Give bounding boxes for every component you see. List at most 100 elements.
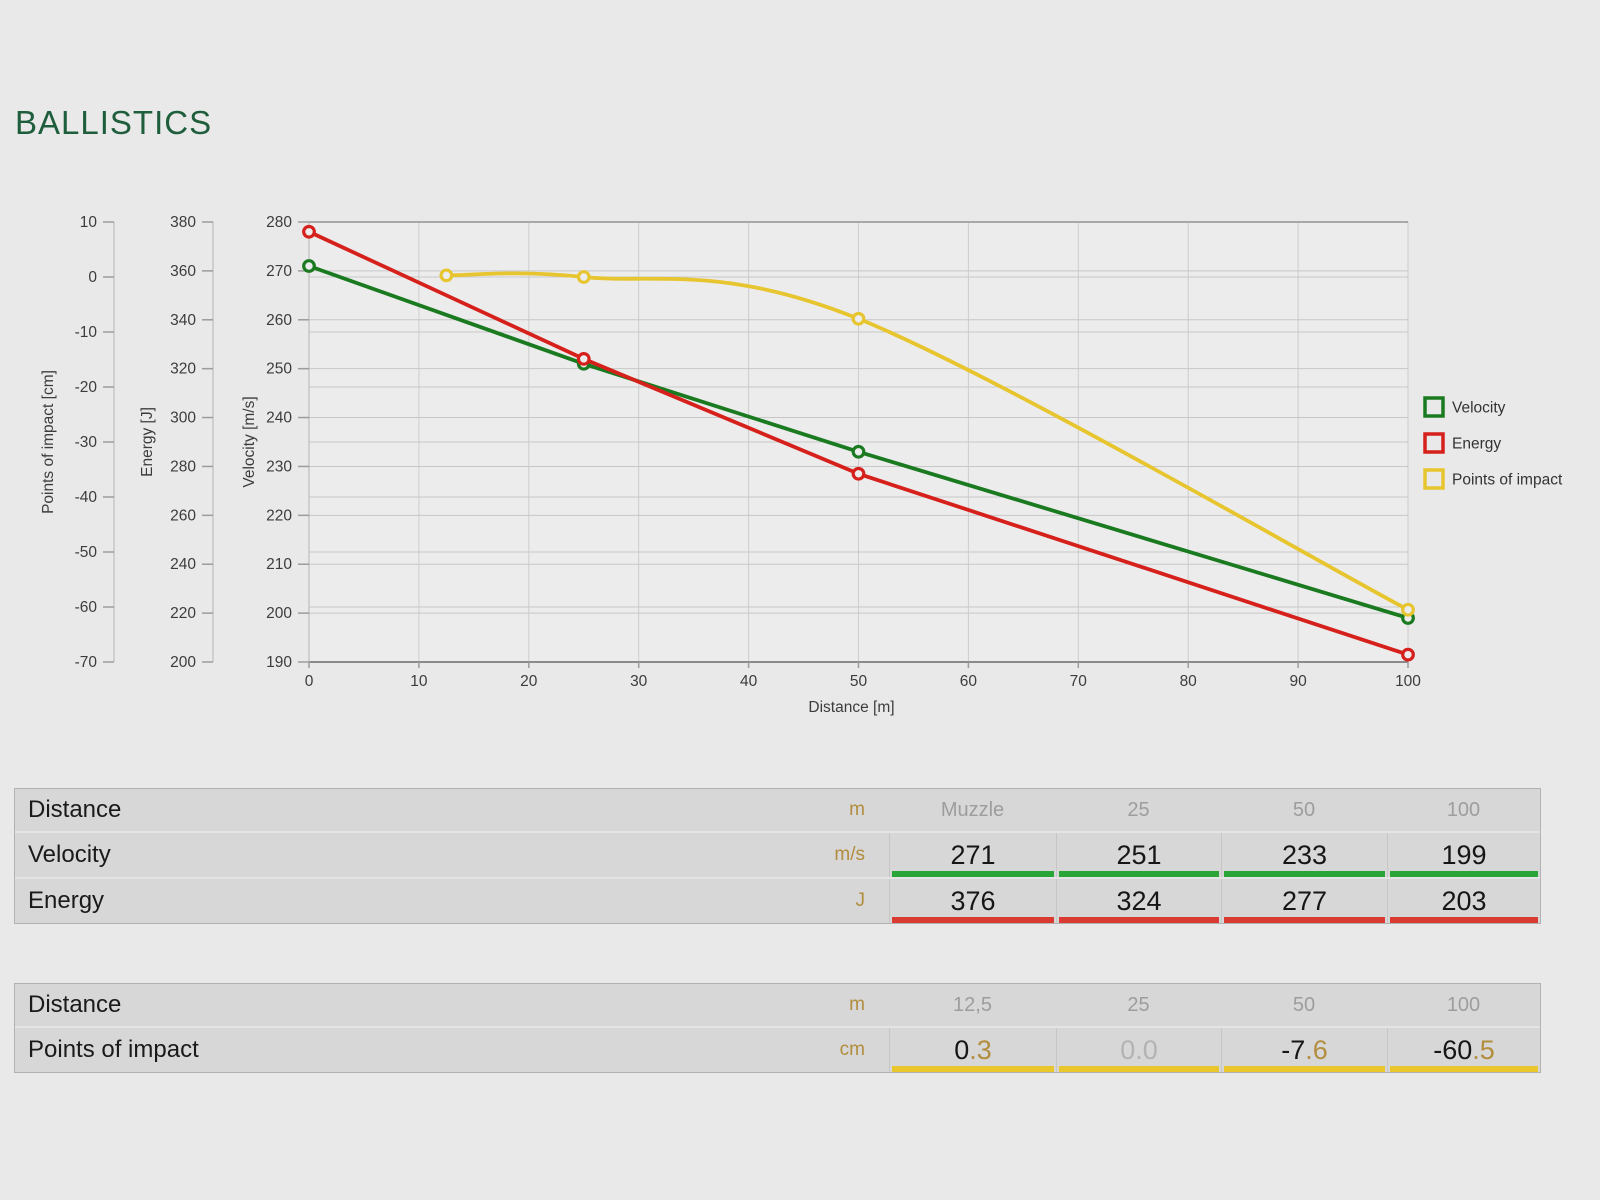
column-header: 100	[1446, 993, 1481, 1016]
tick-label: 10	[410, 673, 428, 690]
value-int: -7	[1281, 1034, 1306, 1065]
value-decimal: .5	[1472, 1034, 1495, 1065]
tick-label: -40	[75, 489, 98, 506]
value-text: 203	[1441, 885, 1487, 916]
chart-legend: Velocity Energy Points of impact	[1423, 396, 1563, 490]
column-header: Muzzle	[940, 798, 1005, 821]
tick-label: 380	[170, 214, 196, 231]
tick-label: 230	[266, 458, 292, 475]
tick-label: 240	[170, 556, 196, 573]
tick-label: -70	[75, 654, 98, 671]
value-cell: 251	[1056, 833, 1221, 877]
energy-point	[302, 224, 316, 239]
table-row: Velocity m/s 271 251 233 199	[15, 831, 1540, 877]
value-decimal: .3	[969, 1034, 992, 1065]
column-header: 100	[1446, 798, 1481, 821]
legend-item-energy: Energy	[1423, 432, 1501, 454]
value-underline-bar	[892, 1066, 1054, 1072]
value-cell: 324	[1056, 879, 1221, 923]
table-header-row: Distance m 12,5 25 50 100	[15, 984, 1540, 1026]
row-unit: m	[849, 799, 865, 820]
page-title: BALLISTICS	[15, 104, 213, 141]
value-underline-bar	[1059, 917, 1219, 923]
value-cell: -7.6	[1221, 1028, 1387, 1072]
value-underline-bar	[1390, 917, 1538, 923]
value-text: 199	[1441, 839, 1487, 870]
axis-title: Energy [J]	[139, 407, 156, 477]
tick-label: -50	[75, 544, 98, 561]
row-unit: m	[849, 994, 865, 1015]
tick-label: 210	[266, 556, 292, 573]
column-header: 25	[1127, 993, 1150, 1016]
tick-label: 280	[266, 214, 292, 231]
legend-swatch	[1423, 432, 1445, 454]
table-row: Energy J 376 324 277 203	[15, 877, 1540, 923]
velocity-energy-table: Distance m Muzzle 25 50 100 Velocity m/s 271 251 2…	[14, 788, 1541, 924]
value-cell: 376	[889, 879, 1056, 923]
tick-label: 270	[266, 263, 292, 280]
tick-label: 190	[266, 654, 292, 671]
value-cell: 203	[1387, 879, 1540, 923]
row-label: Distance	[28, 991, 122, 1018]
horizontal-gridlines	[309, 221, 1408, 663]
value-text: 251	[1116, 839, 1162, 870]
row-label: Velocity	[28, 841, 111, 868]
tick-label: 320	[170, 361, 196, 378]
value-underline-bar	[892, 917, 1054, 923]
legend-label: Points of impact	[1452, 472, 1563, 489]
value-cell: 199	[1387, 833, 1540, 877]
value-underline-bar	[892, 871, 1054, 877]
value-underline-bar	[1390, 871, 1538, 877]
tick-label: 40	[740, 673, 758, 690]
tick-label: 280	[170, 458, 196, 475]
tick-label: 240	[266, 410, 292, 427]
value-text: 271	[950, 839, 996, 870]
value-cell: 271	[889, 833, 1056, 877]
poi-axis: 10 0 -10 -20 -30 -40 -50 -60 -70 Points of impact…	[40, 214, 115, 671]
row-label: Energy	[28, 887, 105, 914]
points-of-impact-table: Distance m 12,5 25 50 100 Points of impact cm 0.…	[14, 983, 1541, 1073]
tick-label: 100	[1395, 673, 1421, 690]
tick-label: 340	[170, 312, 196, 329]
value-text: 376	[950, 885, 996, 916]
energy-point	[851, 466, 866, 481]
velocity-series	[302, 259, 1415, 625]
tick-label: 80	[1180, 673, 1198, 690]
tick-label: -10	[75, 324, 98, 341]
legend-label: Energy	[1452, 436, 1501, 453]
column-header: 12,5	[953, 993, 992, 1016]
energy-point	[1401, 647, 1415, 662]
tick-label: -20	[75, 379, 98, 396]
value-cell: -60.5	[1387, 1028, 1540, 1072]
tick-label: 0	[305, 673, 314, 690]
legend-swatch	[1423, 468, 1445, 490]
energy-series	[302, 224, 1415, 662]
points-of-impact-point	[1401, 602, 1415, 617]
row-unit: cm	[839, 1039, 865, 1060]
tick-label: 360	[170, 263, 196, 280]
velocity-point	[851, 444, 866, 459]
velocity-point	[302, 259, 316, 273]
x-axis-title: Distance [m]	[808, 699, 894, 716]
points-of-impact-point	[439, 268, 454, 283]
value-int: 0	[954, 1034, 970, 1065]
value-text: 233	[1281, 839, 1328, 870]
row-label: Points of impact	[28, 1036, 199, 1063]
row-unit: m/s	[834, 844, 865, 865]
tick-label: -60	[75, 599, 98, 616]
x-axis: 0 10 20 30 40 50 60 70 80 90 100 Distance [m]	[305, 662, 1421, 716]
value-underline-bar	[1224, 871, 1385, 877]
tick-label: 30	[630, 673, 648, 690]
energy-line	[307, 229, 1410, 657]
legend-item-velocity: Velocity	[1423, 396, 1506, 418]
ballistics-chart-area: 10 0 -10 -20 -30 -40 -50 -60 -70 Points of impact…	[40, 214, 1563, 716]
tick-label: 0	[88, 269, 97, 286]
value-text: 0.0	[1120, 1034, 1158, 1065]
value-underline-bar	[1224, 917, 1385, 923]
tick-label: 220	[266, 507, 292, 524]
value-underline-bar	[1390, 1066, 1538, 1072]
tick-label: 200	[266, 605, 292, 622]
tick-label: 260	[170, 507, 196, 524]
points-of-impact-point	[576, 270, 591, 284]
